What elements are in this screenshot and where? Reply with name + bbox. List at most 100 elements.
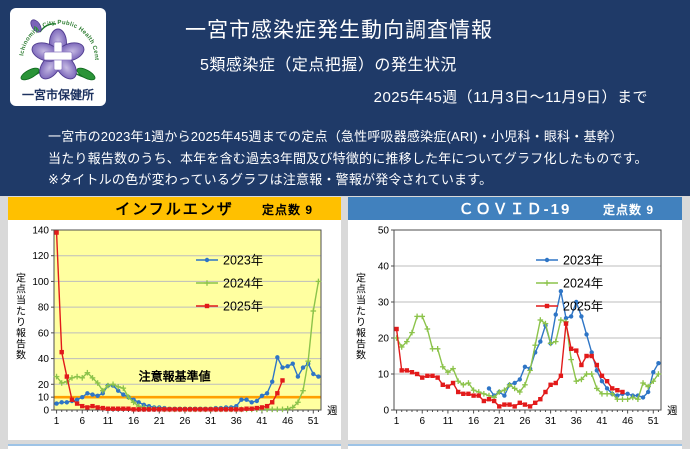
svg-text:数: 数 [16, 349, 26, 362]
report-description: 一宮市の2023年1週から2025年45週までの定点（急性呼吸器感染症(ARI)… [48, 126, 648, 191]
page-title: 一宮市感染症発生動向調査情報 [185, 19, 493, 42]
influenza-panel-title: インフルエンザ [115, 201, 234, 218]
next-panel-right-edge [348, 444, 682, 449]
legend: 2023年 2024年 2025年 [196, 254, 263, 314]
description-line-1: 一宮市の2023年1週から2025年45週までの定点（急性呼吸器感染症(ARI)… [48, 129, 624, 144]
svg-text:40: 40 [378, 262, 390, 273]
svg-text:11: 11 [443, 416, 454, 427]
cross-icon [43, 41, 73, 71]
covid19-panel-title: ＣＯＶＩＤ-19 [458, 201, 572, 218]
svg-text:1: 1 [54, 416, 60, 427]
svg-text:10: 10 [378, 370, 390, 381]
svg-text:100: 100 [32, 277, 49, 288]
influenza-chart: 1 6 11 16 21 26 31 36 41 46 51 週 0 10 20 40 60 80 100 120 14… [8, 220, 341, 440]
svg-text:6: 6 [79, 416, 85, 427]
influenza-sentinel-count: 定点数 9 [261, 203, 313, 217]
svg-text:21: 21 [154, 416, 166, 427]
svg-text:1: 1 [394, 416, 400, 427]
svg-text:140: 140 [32, 226, 49, 237]
plot-border [393, 229, 662, 411]
svg-text:46: 46 [282, 416, 294, 427]
svg-text:0: 0 [383, 406, 389, 417]
covid19-panel-header: ＣＯＶＩＤ-19 定点数 9 [348, 197, 682, 220]
svg-text:40: 40 [38, 354, 50, 365]
x-axis-label: 週 [667, 405, 678, 417]
svg-text:11: 11 [103, 416, 114, 427]
svg-text:2023年: 2023年 [223, 254, 263, 268]
svg-text:定: 定 [16, 272, 26, 285]
y-axis: 0 10 20 40 60 80 100 120 140 [32, 226, 54, 417]
svg-text:30: 30 [378, 298, 390, 309]
health-center-logo: Ichinomiya City Public Health Center [10, 8, 106, 106]
svg-text:当: 当 [356, 294, 366, 307]
legend: 2023年 2024年 2025年 [536, 254, 603, 314]
svg-text:た: た [16, 306, 26, 318]
svg-text:告: 告 [356, 338, 366, 351]
svg-text:16: 16 [468, 416, 480, 427]
svg-text:36: 36 [571, 416, 583, 427]
svg-text:6: 6 [419, 416, 425, 427]
svg-text:2025年: 2025年 [563, 300, 603, 314]
svg-text:2024年: 2024年 [563, 277, 603, 291]
svg-text:当: 当 [16, 294, 26, 307]
covid19-sentinel-count: 定点数 9 [602, 203, 654, 217]
svg-text:20: 20 [378, 334, 390, 345]
svg-text:50: 50 [378, 226, 390, 237]
svg-text:り: り [356, 317, 366, 329]
svg-text:定: 定 [356, 272, 366, 285]
svg-text:46: 46 [622, 416, 634, 427]
svg-text:2025年: 2025年 [223, 300, 263, 314]
svg-text:51: 51 [648, 416, 660, 427]
covid19-panel: ＣＯＶＩＤ-19 定点数 9 1 6 11 16 21 26 31 36 41 46 51 週 0 10 2… [348, 197, 682, 440]
svg-text:16: 16 [128, 416, 140, 427]
gridlines [394, 265, 661, 375]
svg-text:点: 点 [16, 284, 26, 296]
next-panel-left-edge [8, 444, 341, 449]
series-2025年 [394, 321, 625, 409]
svg-text:41: 41 [256, 416, 268, 427]
flower-bud [30, 19, 42, 33]
svg-text:10: 10 [38, 393, 50, 404]
report-period: 2025年45週（11月3日～11月9日）まで [373, 89, 648, 106]
svg-text:26: 26 [519, 416, 531, 427]
svg-text:80: 80 [38, 303, 50, 314]
description-line-2: 当たり報告数のうち、本年を含む過去3年間及び特徴的に推移した年についてグラフ化し… [48, 150, 648, 166]
svg-text:120: 120 [32, 251, 49, 262]
svg-text:2024年: 2024年 [223, 277, 263, 291]
svg-text:41: 41 [596, 416, 608, 427]
series-2023年 [486, 289, 661, 400]
header-text: 一宮市感染症発生動向調査情報 5類感染症（定点把握）の発生状況 2025年45週… [115, 0, 690, 196]
svg-text:26: 26 [179, 416, 191, 427]
bellflower-logo-icon: Ichinomiya City Public Health Center [10, 8, 99, 102]
influenza-panel-header: インフルエンザ 定点数 9 [8, 197, 341, 220]
logo-text-ja: 一宮市保健所 [22, 87, 94, 102]
x-axis-label: 週 [327, 405, 338, 417]
alert-threshold-label: 注意報基準値 [139, 368, 211, 383]
svg-text:0: 0 [43, 406, 49, 417]
influenza-chart-svg: 1 6 11 16 21 26 31 36 41 46 51週0102040608010012014… [16, 226, 338, 428]
svg-text:51: 51 [308, 416, 320, 427]
svg-text:数: 数 [356, 349, 366, 362]
svg-text:報: 報 [16, 328, 26, 340]
page-subtitle: 5類感染症（定点把握）の発生状況 [200, 57, 457, 74]
header: Ichinomiya City Public Health Center [0, 0, 690, 196]
svg-text:36: 36 [231, 416, 243, 427]
y-axis: 0 10 20 30 40 50 [378, 226, 394, 417]
next-row-sliver [0, 440, 690, 449]
svg-text:点: 点 [356, 284, 366, 296]
svg-text:た: た [356, 306, 366, 318]
svg-text:り: り [16, 317, 26, 329]
svg-text:21: 21 [494, 416, 506, 427]
svg-text:報: 報 [356, 328, 366, 340]
x-axis: 1 6 11 16 21 26 31 36 41 46 51週 [394, 405, 678, 427]
svg-text:20: 20 [38, 380, 50, 391]
description-line-3: ※タイトルの色が変わっているグラフは注意報・警報が発令されています。 [48, 172, 493, 187]
svg-text:告: 告 [16, 338, 26, 351]
svg-text:2023年: 2023年 [563, 254, 603, 268]
svg-text:31: 31 [545, 416, 557, 427]
series-2025年 [54, 230, 285, 412]
svg-text:31: 31 [205, 416, 217, 427]
